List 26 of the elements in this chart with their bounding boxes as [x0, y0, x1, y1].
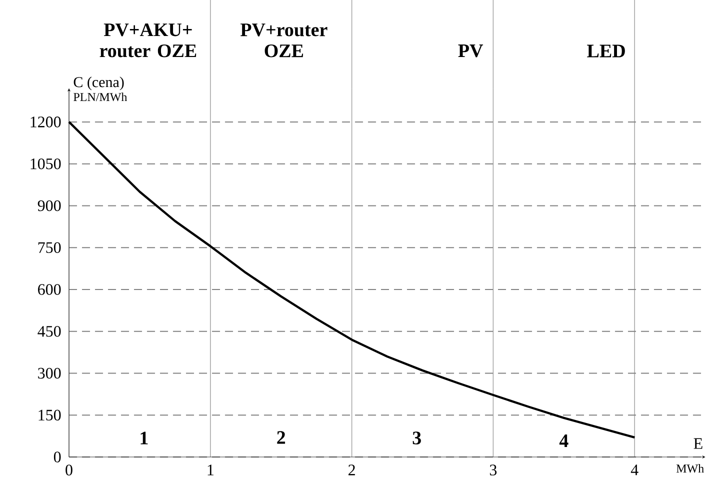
x-tick-label: 4	[630, 464, 638, 476]
annotation: PLN/MWh	[74, 92, 128, 102]
y-tick-label: 900	[38, 200, 61, 212]
annotation: 1	[140, 432, 148, 444]
annotation: 3	[412, 432, 421, 444]
y-tick-label: 450	[38, 326, 61, 337]
annotation: 4	[559, 434, 568, 448]
text: MWh	[676, 464, 704, 473]
x-tick-label: 3	[490, 464, 497, 476]
annotation: 2	[277, 431, 286, 444]
x-tick-label: 2	[348, 464, 355, 476]
y-tick-label: 150	[38, 410, 61, 421]
y-axis-title: C (cena)	[74, 76, 124, 90]
x-axis-title: E	[694, 438, 702, 449]
text: LED	[587, 44, 625, 58]
y-tick-label: 0	[54, 452, 61, 462]
y-tick-label: 750	[38, 242, 61, 253]
y-tick-label: 600	[38, 284, 61, 295]
text: PV+AKU+ router OZE	[100, 23, 196, 58]
text: PV	[458, 44, 484, 58]
text: PV+router OZE	[240, 24, 328, 58]
x-tick-label: 1	[208, 464, 214, 476]
y-tick-label: 1050	[30, 158, 61, 170]
x-tick-label: 0	[66, 464, 72, 476]
y-tick-label: 1200	[30, 116, 61, 128]
y-tick-label: 300	[38, 368, 61, 379]
